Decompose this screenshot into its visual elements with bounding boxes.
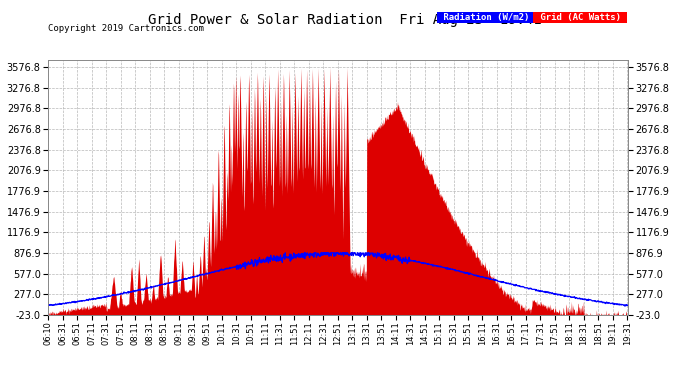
Text: Copyright 2019 Cartronics.com: Copyright 2019 Cartronics.com (48, 24, 204, 33)
Text: Grid Power & Solar Radiation  Fri Aug 23  19:41: Grid Power & Solar Radiation Fri Aug 23 … (148, 13, 542, 27)
Text: Grid (AC Watts): Grid (AC Watts) (535, 13, 626, 22)
Text: Radiation (W/m2): Radiation (W/m2) (438, 13, 535, 22)
